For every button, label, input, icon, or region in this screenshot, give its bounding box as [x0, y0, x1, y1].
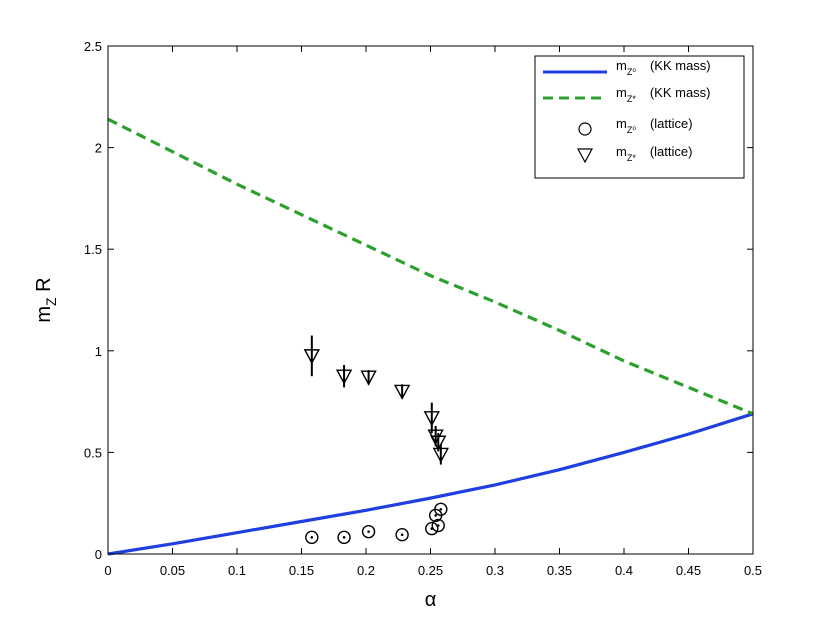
- x-tick-label-7: 0.35: [547, 563, 572, 578]
- y-axis-label-main: m: [33, 306, 55, 323]
- y-tick-label-4: 2: [95, 141, 102, 156]
- legend-entry-kk-zstar: mZ* (KK mass): [616, 85, 711, 104]
- legend-entry-lattice-z0: mZ⁰ (lattice): [616, 116, 693, 135]
- y-tick-label-5: 2.5: [84, 39, 102, 54]
- y-axis-label: mZ R: [33, 277, 59, 322]
- x-tick-label-4: 0.2: [357, 563, 375, 578]
- y-tick-label-1: 0.5: [84, 445, 102, 460]
- data-layer: [107, 117, 754, 556]
- y-axis-label-tail: R: [33, 277, 55, 297]
- lattice-zstar-point-7: [432, 444, 449, 465]
- lattice-z0-point-2: [361, 524, 376, 539]
- lattice-z0-point-6: [431, 518, 445, 533]
- lattice-zstar-point-2: [360, 370, 377, 386]
- lattice-zstar-point-0: [303, 335, 320, 377]
- x-tick-label-6: 0.3: [486, 563, 504, 578]
- series-line-1: [107, 117, 754, 416]
- lattice-z0-point-7: [434, 502, 448, 516]
- lattice-z0-point-0: [305, 530, 319, 545]
- lattice-zstar-point-1: [335, 365, 353, 388]
- ticks-layer: 0 0.05 0.1 0.15 0.2 0.25 0.3 0.35 0.4 0.45 0.5 0 0.5…: [84, 39, 762, 578]
- legend-box: [534, 55, 745, 179]
- y-tick-label-3: 1.5: [84, 242, 102, 257]
- x-axis-label: α: [425, 589, 437, 611]
- x-tick-label-10: 0.5: [744, 563, 762, 578]
- lattice-z0-point-1: [337, 530, 351, 545]
- x-tick-label-1: 0.05: [160, 563, 185, 578]
- x-tick-label-2: 0.1: [228, 563, 246, 578]
- x-tick-label-5: 0.25: [418, 563, 443, 578]
- series-line-0: [107, 412, 754, 556]
- lattice-zstar-point-4: [423, 402, 440, 434]
- lattice-z0-point-3: [395, 527, 409, 542]
- y-axis-label-sub: Z: [43, 297, 59, 306]
- x-tick-label-3: 0.15: [289, 563, 314, 578]
- x-tick-label-9: 0.45: [676, 563, 701, 578]
- x-tick-label-0: 0: [104, 563, 111, 578]
- x-tick-label-8: 0.4: [615, 563, 633, 578]
- y-tick-label-2: 1: [95, 344, 102, 359]
- legend-entry-kk-z0: mZ⁰ (KK mass): [616, 58, 711, 77]
- y-tick-label-0: 0: [95, 547, 102, 562]
- legend-swatch-lattice-zstar: [576, 148, 594, 164]
- legend-entry-lattice-zstar: mZ* (lattice): [616, 144, 692, 163]
- legend-swatch-lattice-z0: [578, 122, 592, 136]
- lattice-zstar-point-3: [393, 384, 411, 400]
- legend: mZ⁰ (KK mass) mZ* (KK mass) mZ⁰ (lattice) m…: [534, 55, 745, 179]
